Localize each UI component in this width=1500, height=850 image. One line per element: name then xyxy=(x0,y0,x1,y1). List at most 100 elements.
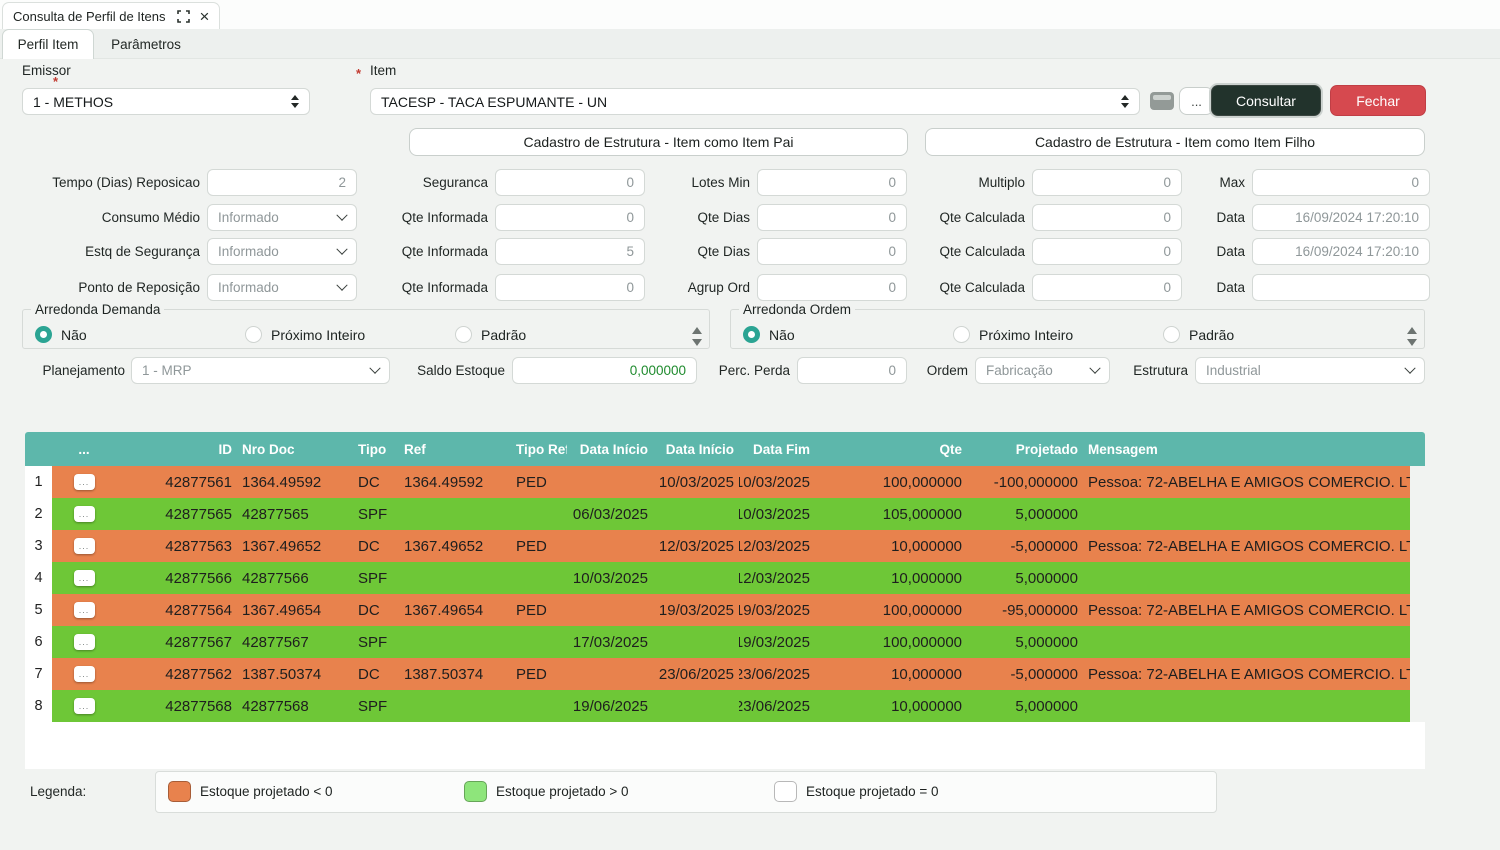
multiplo-field[interactable]: 0 xyxy=(1032,169,1182,196)
spinner-up-down-icon[interactable] xyxy=(1407,327,1417,346)
cell-ref: 1367.49654 xyxy=(404,601,484,619)
cell-nro-doc: 42877565 xyxy=(242,505,309,523)
emissor-select[interactable]: 1 - METHOS xyxy=(22,88,310,115)
tempo-dias-reposicao-field[interactable]: 2 xyxy=(207,169,357,196)
qte-informada-label: Qte Informada xyxy=(401,244,488,259)
cell-icon: ... xyxy=(52,658,116,690)
qte-calculada-field[interactable]: 0 xyxy=(1032,274,1182,301)
close-icon[interactable]: × xyxy=(199,6,210,26)
table-row[interactable]: 8... 42877568 42877568 SPF 19/06/2025 23/06/2… xyxy=(25,690,1425,722)
table-row[interactable]: 4... 42877566 42877566 SPF 10/03/2025 12/03/2… xyxy=(25,562,1425,594)
radio-icon[interactable] xyxy=(245,326,262,343)
estq-de-seguranca-select[interactable]: Informado xyxy=(207,238,357,265)
cell-projetado: 5,000000 xyxy=(1015,569,1078,587)
radio-label: Não xyxy=(61,326,87,343)
table-row[interactable]: 1... 42877561 1364.49592 DC 1364.49592 PED 10/… xyxy=(25,466,1425,498)
radio-icon[interactable] xyxy=(743,326,760,343)
radio-option-proximo-inteiro[interactable]: Próximo Inteiro xyxy=(953,326,1073,343)
qte-informada-label: Qte Informada xyxy=(401,280,488,295)
consumo-medio-select[interactable]: Informado xyxy=(207,204,357,231)
item-label: Item xyxy=(370,63,397,78)
table-row[interactable]: 3... 42877563 1367.49652 DC 1367.49652 PED 12/… xyxy=(25,530,1425,562)
qte-informada-field[interactable]: 0 xyxy=(495,274,645,301)
radio-icon[interactable] xyxy=(1163,326,1180,343)
legend-text: Estoque projetado = 0 xyxy=(806,784,939,799)
cell-data-fim: 23/06/2025 xyxy=(739,697,810,715)
data-field[interactable] xyxy=(1252,274,1430,301)
spinner-up-down-icon[interactable] xyxy=(692,327,702,346)
maximize-icon[interactable] xyxy=(177,9,191,23)
qte-calculada-field[interactable]: 0 xyxy=(1032,204,1182,231)
cell-tipo-ref xyxy=(511,498,567,530)
lotes-min-field[interactable]: 0 xyxy=(757,169,907,196)
max-field[interactable]: 0 xyxy=(1252,169,1430,196)
seguranca-field[interactable]: 0 xyxy=(495,169,645,196)
card-icon[interactable] xyxy=(1150,92,1174,110)
row-options-button[interactable]: ... xyxy=(73,570,95,586)
cell-nro-doc: 42877566 xyxy=(242,569,309,587)
estrutura-select[interactable]: Industrial xyxy=(1195,357,1425,384)
cell-data-fim: 10/03/2025 xyxy=(739,505,810,523)
window-title: Consulta de Perfil de Itens xyxy=(13,8,166,24)
header-cell-nro-doc: Nro Doc xyxy=(242,441,295,457)
tab-perfil-item[interactable]: Perfil Item xyxy=(2,29,94,59)
qte-dias-field[interactable]: 0 xyxy=(757,204,907,231)
ponto-de-reposicao-select[interactable]: Informado xyxy=(207,274,357,301)
table-row[interactable]: 7... 42877562 1387.50374 DC 1387.50374 PED 23/… xyxy=(25,658,1425,690)
qte-informada-field[interactable]: 5 xyxy=(495,238,645,265)
row-options-button[interactable]: ... xyxy=(73,698,95,714)
row-options-button[interactable]: ... xyxy=(73,634,95,650)
qte-informada-field[interactable]: 0 xyxy=(495,204,645,231)
row-gutter xyxy=(1410,690,1425,722)
more-options-button[interactable]: ... xyxy=(1179,87,1214,115)
qte-calculada-field[interactable]: 0 xyxy=(1032,238,1182,265)
ordem-select[interactable]: Fabricação xyxy=(975,357,1110,384)
tab-parametros[interactable]: Parâmetros xyxy=(111,36,181,52)
row-options-button[interactable]: ... xyxy=(73,538,95,554)
data-field[interactable]: 16/09/2024 17:20:10 xyxy=(1252,204,1430,231)
radio-option-nao[interactable]: Não xyxy=(35,326,87,343)
row-options-button[interactable]: ... xyxy=(73,602,95,618)
cadastro-estrutura-pai-button[interactable]: Cadastro de Estrutura - Item como Item P… xyxy=(409,128,908,156)
qte-informada-label: Qte Informada xyxy=(401,210,488,225)
cadastro-estrutura-filho-button[interactable]: Cadastro de Estrutura - Item como Item F… xyxy=(925,128,1425,156)
cell-data-fim: 19/03/2025 xyxy=(739,633,810,651)
table-row[interactable]: 5... 42877564 1367.49654 DC 1367.49654 PED 19/… xyxy=(25,594,1425,626)
form-row: Consumo Médio Informado Qte Informada 0 Qte … xyxy=(0,204,1432,231)
agrup-ord-field[interactable]: 0 xyxy=(757,274,907,301)
qte-calculada-label: Qte Calculada xyxy=(939,244,1025,259)
legend-item: Estoque projetado < 0 xyxy=(168,781,332,802)
qte-dias-label: Qte Dias xyxy=(697,244,750,259)
saldo-estoque-field[interactable]: 0,000000 xyxy=(512,357,697,384)
qte-dias-field[interactable]: 0 xyxy=(757,238,907,265)
item-required-marker: * xyxy=(356,66,362,81)
row-options-button[interactable]: ... xyxy=(73,474,95,490)
item-select[interactable]: TACESP - TACA ESPUMANTE - UN xyxy=(370,88,1140,115)
radio-icon[interactable] xyxy=(35,326,52,343)
table-row[interactable]: 6... 42877567 42877567 SPF 17/03/2025 19/03/2… xyxy=(25,626,1425,658)
cell-icon: ... xyxy=(52,690,116,722)
window-tab[interactable]: Consulta de Perfil de Itens × xyxy=(2,2,221,29)
cell-data-inicio-2: 10/03/2025 xyxy=(658,473,734,491)
multiplo-label: Multiplo xyxy=(978,175,1025,190)
radio-option-proximo-inteiro[interactable]: Próximo Inteiro xyxy=(245,326,365,343)
radio-icon[interactable] xyxy=(455,326,472,343)
radio-option-nao[interactable]: Não xyxy=(743,326,795,343)
row-options-button[interactable]: ... xyxy=(73,666,95,682)
cell-ref xyxy=(399,690,511,722)
header-cell-tipo: Tipo xyxy=(358,441,387,457)
row-options-button[interactable]: ... xyxy=(73,506,95,522)
cell-tipo-ref: PED xyxy=(516,473,547,491)
cell-data-inicio-1 xyxy=(567,658,653,690)
consultar-button[interactable]: Consultar xyxy=(1211,85,1321,116)
radio-icon[interactable] xyxy=(953,326,970,343)
table-row[interactable]: 2... 42877565 42877565 SPF 06/03/2025 10/03/2… xyxy=(25,498,1425,530)
perc-perda-field[interactable]: 0 xyxy=(797,357,907,384)
fechar-button[interactable]: Fechar xyxy=(1330,85,1426,116)
data-field[interactable]: 16/09/2024 17:20:10 xyxy=(1252,238,1430,265)
tempo-dias-reposicao-label: Tempo (Dias) Reposicao xyxy=(52,175,200,190)
planejamento-select[interactable]: 1 - MRP xyxy=(131,357,390,384)
radio-option-padrao[interactable]: Padrão xyxy=(1163,326,1234,343)
item-select-value: TACESP - TACA ESPUMANTE - UN xyxy=(381,93,608,110)
radio-option-padrao[interactable]: Padrão xyxy=(455,326,526,343)
